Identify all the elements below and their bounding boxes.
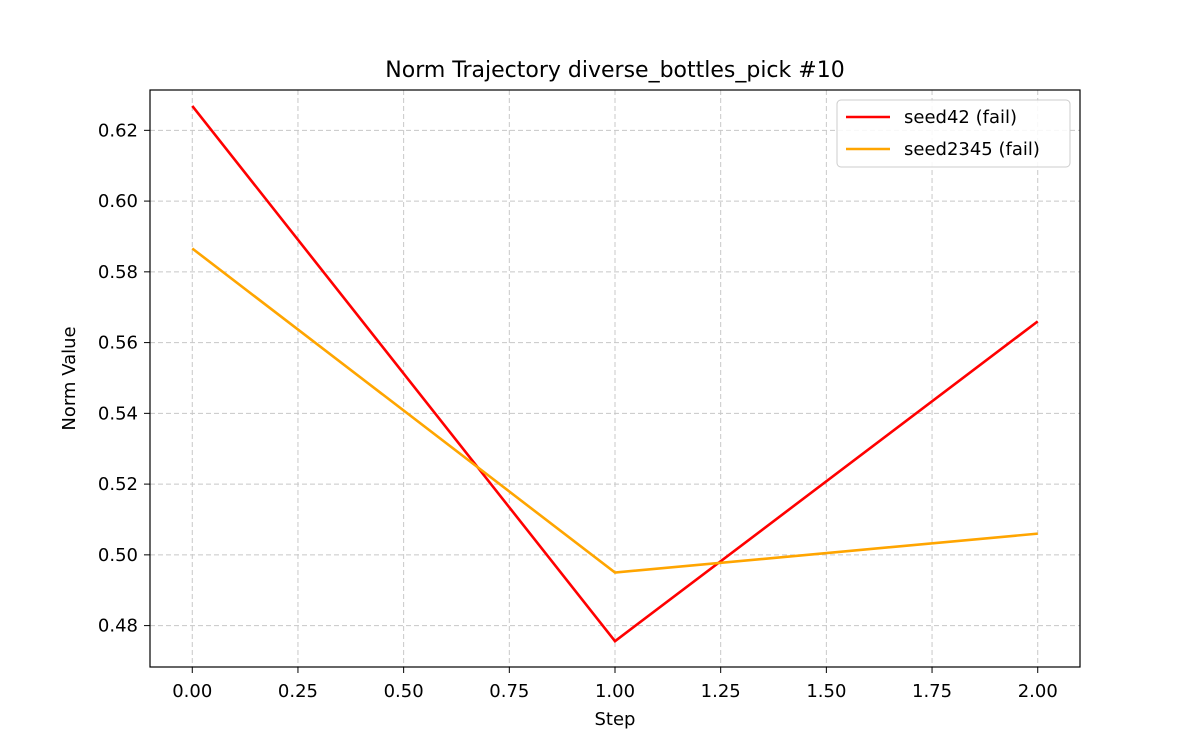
chart-title: Norm Trajectory diverse_bottles_pick #10: [385, 58, 844, 83]
y-tick-label: 0.50: [98, 545, 138, 566]
y-tick-label: 0.54: [98, 403, 138, 424]
y-tick-label: 0.52: [98, 474, 138, 495]
x-tick-label: 0.50: [384, 681, 424, 702]
y-tick-label: 0.48: [98, 616, 138, 637]
ticks-layer: 0.00 0.25 0.50 0.75 1.00 1.25 1.50 1.75 2.00 0.48…: [98, 120, 1058, 702]
series-line-1: [191, 105, 1039, 643]
series-line-2: [191, 247, 1038, 574]
legend-box: [836, 99, 1071, 168]
y-tick-label: 0.56: [98, 333, 138, 354]
x-tick-label: 1.75: [912, 681, 952, 702]
x-axis-label: Step: [595, 709, 636, 730]
y-axis-label: Norm Value: [59, 326, 80, 430]
grid-layer: [150, 90, 1080, 667]
y-tick-label: 0.60: [98, 191, 138, 212]
legend-label: seed2345 (fail): [904, 139, 1040, 160]
x-tick-label: 1.00: [595, 681, 635, 702]
legend-label: seed42 (fail): [904, 107, 1017, 128]
y-tick-label: 0.62: [98, 120, 138, 141]
x-tick-label: 0.25: [278, 681, 318, 702]
x-tick-label: 0.00: [172, 681, 212, 702]
x-tick-label: 1.50: [806, 681, 846, 702]
x-tick-label: 2.00: [1018, 681, 1058, 702]
legend: seed42 (fail) seed2345 (fail): [836, 99, 1071, 168]
series-layer: [191, 105, 1039, 643]
x-tick-label: 0.75: [489, 681, 529, 702]
x-tick-label: 1.25: [701, 681, 741, 702]
y-tick-label: 0.58: [98, 262, 138, 283]
